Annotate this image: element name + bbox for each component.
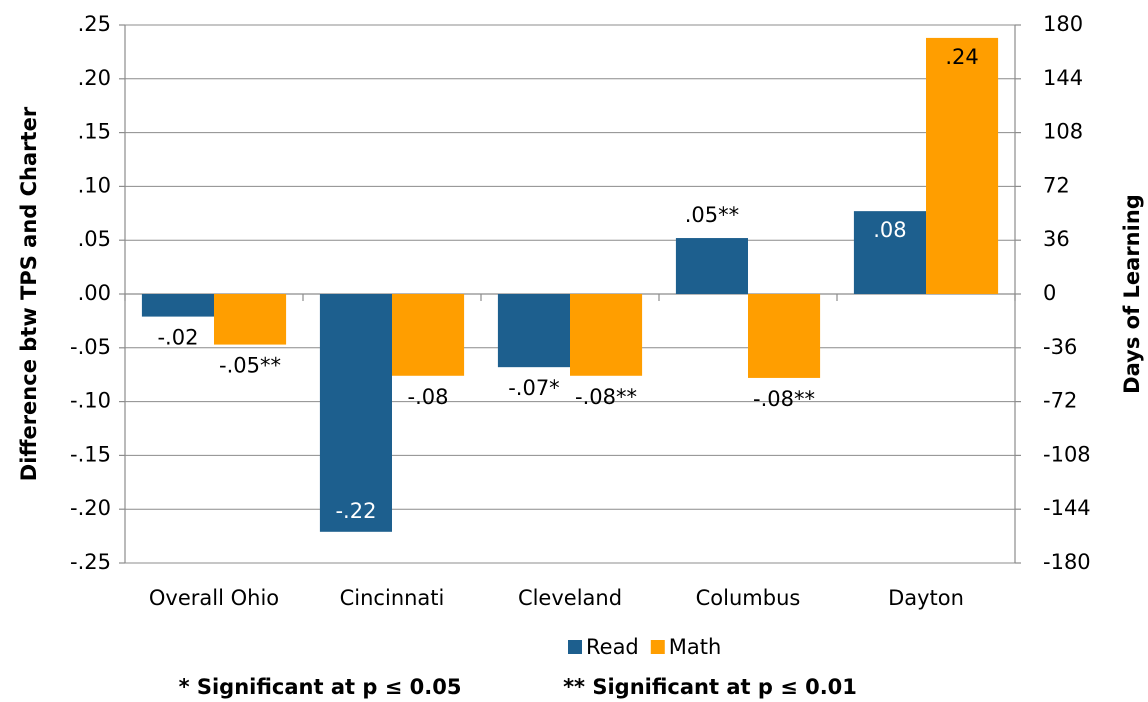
legend-label: Math bbox=[669, 635, 722, 659]
y2-tick-label: 144 bbox=[1043, 66, 1083, 90]
data-label: -.08** bbox=[753, 387, 815, 411]
bar bbox=[853, 211, 926, 294]
bar bbox=[675, 238, 748, 294]
y-tick-label: .05 bbox=[78, 227, 111, 251]
y-tick-label: -.25 bbox=[70, 550, 111, 574]
legend-swatch bbox=[568, 640, 582, 654]
bar bbox=[748, 294, 821, 378]
y2-tick-label: -72 bbox=[1043, 389, 1077, 413]
legend-swatch bbox=[650, 640, 665, 654]
y2-tick-label: -108 bbox=[1043, 442, 1091, 466]
data-label: .05** bbox=[685, 203, 739, 227]
y2-axis-title: Days of Learning bbox=[1120, 194, 1144, 394]
data-label: -.02 bbox=[157, 326, 198, 350]
y2-tick-label: -144 bbox=[1043, 496, 1091, 520]
y-tick-label: .10 bbox=[78, 173, 111, 197]
data-label: .08 bbox=[873, 218, 906, 242]
y-tick-label: -.15 bbox=[70, 442, 111, 466]
bar bbox=[570, 294, 643, 376]
x-tick-label: Cincinnati bbox=[340, 586, 445, 610]
y2-tick-label: 72 bbox=[1043, 173, 1070, 197]
x-tick-label: Cleveland bbox=[518, 586, 622, 610]
y2-tick-label: 180 bbox=[1043, 12, 1083, 36]
footnote: ** Significant at p ≤ 0.01 bbox=[563, 675, 857, 699]
y-tick-label: .20 bbox=[78, 66, 111, 90]
x-tick-label: Dayton bbox=[888, 586, 964, 610]
y-tick-label: -.05 bbox=[70, 335, 111, 359]
y-axis-title: Difference btw TPS and Charter bbox=[17, 106, 41, 481]
x-tick-label: Columbus bbox=[696, 586, 801, 610]
data-label: -.07* bbox=[508, 376, 559, 400]
y-tick-label: -.10 bbox=[70, 389, 111, 413]
legend-label: Read bbox=[586, 635, 639, 659]
y2-tick-label: -36 bbox=[1043, 335, 1077, 359]
x-tick-label: Overall Ohio bbox=[149, 586, 279, 610]
y-tick-label: -.20 bbox=[70, 496, 111, 520]
footnote: * Significant at p ≤ 0.05 bbox=[179, 675, 462, 699]
bar bbox=[214, 294, 287, 345]
y2-tick-label: 108 bbox=[1043, 120, 1083, 144]
data-label: -.22 bbox=[335, 499, 376, 523]
y-tick-label: .00 bbox=[78, 281, 111, 305]
data-label: -.08 bbox=[408, 385, 449, 409]
bar bbox=[319, 294, 392, 532]
data-label: -.05** bbox=[219, 354, 281, 378]
y-tick-label: .25 bbox=[78, 12, 111, 36]
y2-tick-label: -180 bbox=[1043, 550, 1091, 574]
bar bbox=[141, 294, 214, 317]
bar bbox=[497, 294, 570, 368]
y2-tick-label: 36 bbox=[1043, 227, 1070, 251]
y-tick-label: .15 bbox=[78, 120, 111, 144]
bar bbox=[926, 37, 999, 295]
bar bbox=[392, 294, 465, 376]
data-label: .24 bbox=[945, 45, 978, 69]
y2-tick-label: 0 bbox=[1043, 281, 1056, 305]
data-label: -.08** bbox=[575, 385, 637, 409]
